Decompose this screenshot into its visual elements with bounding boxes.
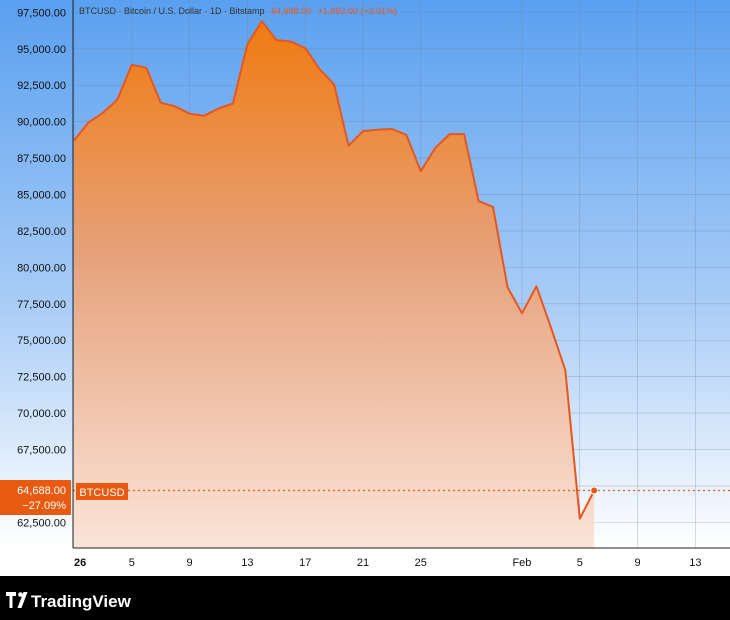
last-price-dot: [590, 486, 599, 495]
price-badge-box: [0, 480, 71, 515]
price-badge-price: 64,688.00: [17, 485, 66, 497]
x-tick-label: 9: [187, 557, 193, 569]
y-tick-label: 95,000.00: [17, 44, 66, 56]
x-tick-label: Feb: [512, 557, 531, 569]
y-tick-label: 97,500.00: [17, 7, 66, 19]
x-tick-label: 26: [74, 557, 86, 569]
x-axis-panel[interactable]: [0, 548, 730, 576]
price-badge-change: −27.09%: [22, 500, 66, 512]
x-tick-label: 21: [357, 557, 369, 569]
price-line: [73, 20, 596, 520]
y-axis-ticks: 62,500.00 67,500.00 70,000.00 72,500.00 75,0…: [17, 7, 66, 529]
legend-last-price: 64,688.00: [271, 6, 311, 16]
x-tick-label: 5: [577, 557, 583, 569]
legend-change: +1,893.00 (+3.01%): [318, 6, 398, 16]
y-tick-label: 82,500.00: [17, 226, 66, 238]
legend-symbol-line: BTCUSD · Bitcoin / U.S. Dollar · 1D · Bi…: [79, 6, 265, 16]
y-tick-label: 62,500.00: [17, 517, 66, 529]
y-tick-label: 92,500.00: [17, 80, 66, 92]
chart-legend[interactable]: BTCUSD · Bitcoin / U.S. Dollar · 1D · Bi…: [79, 6, 397, 16]
x-tick-label: 13: [689, 557, 701, 569]
x-tick-label: 13: [241, 557, 253, 569]
y-tick-label: 85,000.00: [17, 190, 66, 202]
tradingview-logo-icon[interactable]: [6, 592, 28, 608]
y-tick-label: 67,500.00: [17, 445, 66, 457]
y-tick-label: 87,500.00: [17, 153, 66, 165]
y-tick-label: 77,500.00: [17, 299, 66, 311]
last-price-badge: 64,688.00 −27.09% BTCUSD: [0, 480, 128, 515]
y-tick-label: 90,000.00: [17, 117, 66, 129]
y-axis-panel[interactable]: [0, 0, 73, 548]
y-tick-label: 80,000.00: [17, 262, 66, 274]
price-area-fill: [74, 21, 595, 549]
symbol-badge-box: [76, 483, 128, 500]
x-tick-label: 25: [415, 557, 427, 569]
footer-bar: [0, 576, 730, 615]
y-tick-label: 72,500.00: [17, 372, 66, 384]
x-tick-label: 9: [634, 557, 640, 569]
x-axis-ticks: 26 5 9 13 17 21 25 Feb 5 9 13: [74, 557, 701, 569]
y-tick-label: 75,000.00: [17, 335, 66, 347]
x-tick-label: 17: [299, 557, 311, 569]
x-tick-label: 5: [129, 557, 135, 569]
footer-brand[interactable]: TradingView: [31, 592, 132, 611]
symbol-badge-label: BTCUSD: [79, 487, 124, 499]
y-tick-label: 70,000.00: [17, 408, 66, 420]
